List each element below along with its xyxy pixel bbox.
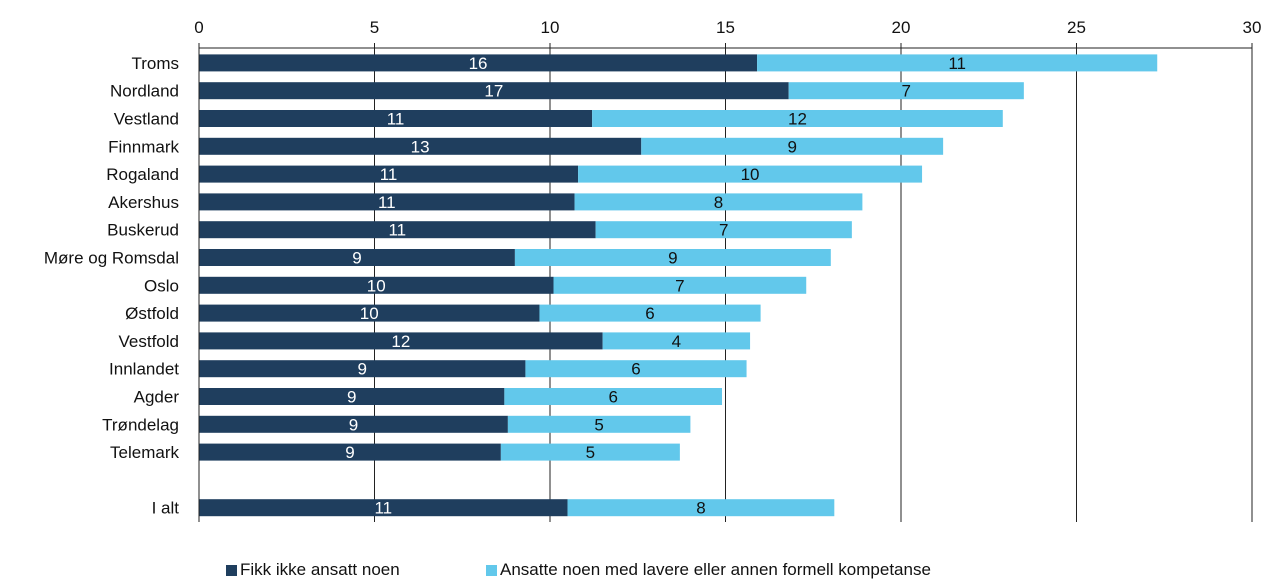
- bar-series-1-1: [788, 82, 1024, 100]
- bar-series-0-14: [199, 443, 501, 461]
- bar-series-0-9: [199, 304, 540, 322]
- bar-series-1-6: [595, 221, 852, 239]
- legend-label-series-1: Ansatte noen med lavere eller annen form…: [500, 560, 931, 579]
- bar-series-1-0: [757, 54, 1158, 72]
- data-label-series-1-8: 7: [675, 276, 684, 295]
- category-label-1: Nordland: [110, 82, 179, 101]
- bar-series-0-1: [199, 82, 789, 100]
- legend-swatch-series-0: [226, 564, 237, 576]
- data-label-series-0-16: 11: [374, 499, 392, 518]
- legend: Fikk ikke ansatt noen Ansatte noen med l…: [0, 560, 1273, 582]
- category-label-12: Agder: [134, 388, 180, 407]
- legend-label-series-0: Fikk ikke ansatt noen: [240, 560, 400, 579]
- category-label-6: Buskerud: [107, 221, 179, 240]
- bar-series-1-11: [525, 360, 747, 378]
- category-label-16: I alt: [152, 499, 180, 518]
- x-tick-label-0: 0: [194, 18, 203, 37]
- bar-series-1-12: [504, 388, 722, 405]
- bar-series-0-16: [199, 499, 568, 517]
- data-label-series-0-9: 10: [360, 304, 379, 323]
- data-label-series-0-7: 9: [352, 249, 361, 268]
- category-label-3: Finnmark: [108, 137, 179, 156]
- data-label-series-0-1: 17: [484, 82, 503, 101]
- data-label-series-1-9: 6: [645, 304, 654, 323]
- data-label-series-0-14: 9: [345, 443, 354, 462]
- x-tick-label-10: 10: [541, 18, 560, 37]
- data-label-series-1-11: 6: [631, 360, 640, 379]
- bar-series-1-9: [539, 304, 761, 322]
- bar-series-0-5: [199, 193, 575, 211]
- x-tick-label-5: 5: [370, 18, 379, 37]
- category-label-11: Innlandet: [109, 360, 179, 379]
- bar-series-1-5: [574, 193, 863, 211]
- bar-series-0-2: [199, 110, 593, 127]
- bar-series-1-14: [500, 443, 680, 461]
- bar-series-0-7: [199, 249, 515, 266]
- legend-item-series-0: Fikk ikke ansatt noen: [226, 560, 400, 580]
- data-label-series-0-0: 16: [469, 54, 488, 73]
- axes: [198, 43, 1253, 522]
- bar-series-0-11: [199, 360, 526, 378]
- data-label-series-1-4: 10: [741, 165, 760, 184]
- data-label-series-0-6: 11: [388, 221, 406, 240]
- data-label-series-1-6: 7: [719, 221, 728, 240]
- category-label-10: Vestfold: [119, 332, 180, 351]
- data-label-series-1-3: 9: [787, 137, 796, 156]
- bar-series-1-4: [578, 165, 923, 183]
- bar-series-1-10: [602, 332, 751, 350]
- legend-item-series-1: Ansatte noen med lavere eller annen form…: [486, 560, 931, 580]
- data-label-series-0-13: 9: [349, 415, 358, 434]
- x-tick-label-15: 15: [716, 18, 735, 37]
- bar-series-0-4: [199, 165, 579, 183]
- category-label-8: Oslo: [144, 276, 179, 295]
- data-label-series-1-1: 7: [902, 82, 911, 101]
- labels: 0 5 10 15 20 25 30 Troms 16 11 Nordland 17 7 Vestland…: [44, 18, 1262, 518]
- bar-series-1-7: [514, 249, 831, 266]
- data-label-series-0-10: 12: [391, 332, 410, 351]
- bar-series-1-8: [553, 276, 807, 294]
- bar-series-0-10: [199, 332, 603, 350]
- data-label-series-0-4: 11: [380, 165, 398, 184]
- data-label-series-1-7: 9: [668, 249, 677, 268]
- data-label-series-0-3: 13: [411, 137, 430, 156]
- x-tick-label-20: 20: [892, 18, 911, 37]
- category-label-7: Møre og Romsdal: [44, 249, 179, 268]
- bar-series-0-3: [199, 137, 642, 155]
- legend-swatch-series-1: [486, 564, 497, 576]
- category-label-13: Trøndelag: [102, 415, 179, 434]
- data-label-series-1-12: 6: [608, 388, 617, 407]
- data-label-series-1-2: 12: [788, 110, 807, 129]
- category-label-2: Vestland: [114, 110, 179, 129]
- bar-series-1-2: [592, 110, 1003, 127]
- category-label-4: Rogaland: [106, 165, 179, 184]
- bars: [199, 54, 1158, 517]
- data-label-series-1-10: 4: [672, 332, 681, 351]
- bar-series-1-13: [507, 415, 691, 433]
- data-label-series-0-2: 11: [387, 110, 405, 129]
- data-label-series-1-13: 5: [594, 415, 603, 434]
- category-label-14: Telemark: [110, 443, 179, 462]
- data-label-series-0-8: 10: [367, 276, 386, 295]
- data-label-series-1-0: 11: [948, 54, 966, 73]
- bar-series-0-0: [199, 54, 758, 72]
- bar-series-1-3: [641, 137, 944, 155]
- bar-series-1-16: [567, 499, 835, 517]
- bar-series-0-13: [199, 415, 508, 433]
- data-label-series-1-16: 8: [696, 499, 705, 518]
- data-label-series-0-11: 9: [357, 360, 366, 379]
- category-label-5: Akershus: [108, 193, 179, 212]
- data-label-series-1-14: 5: [586, 443, 595, 462]
- bar-series-0-6: [199, 221, 596, 239]
- x-tick-label-25: 25: [1067, 18, 1086, 37]
- category-label-9: Østfold: [125, 304, 179, 323]
- bar-series-0-12: [199, 388, 505, 405]
- bar-series-0-8: [199, 276, 554, 294]
- data-label-series-1-5: 8: [714, 193, 723, 212]
- data-label-series-0-12: 9: [347, 388, 356, 407]
- data-label-series-0-5: 11: [378, 193, 396, 212]
- category-label-0: Troms: [131, 54, 179, 73]
- x-tick-label-30: 30: [1243, 18, 1262, 37]
